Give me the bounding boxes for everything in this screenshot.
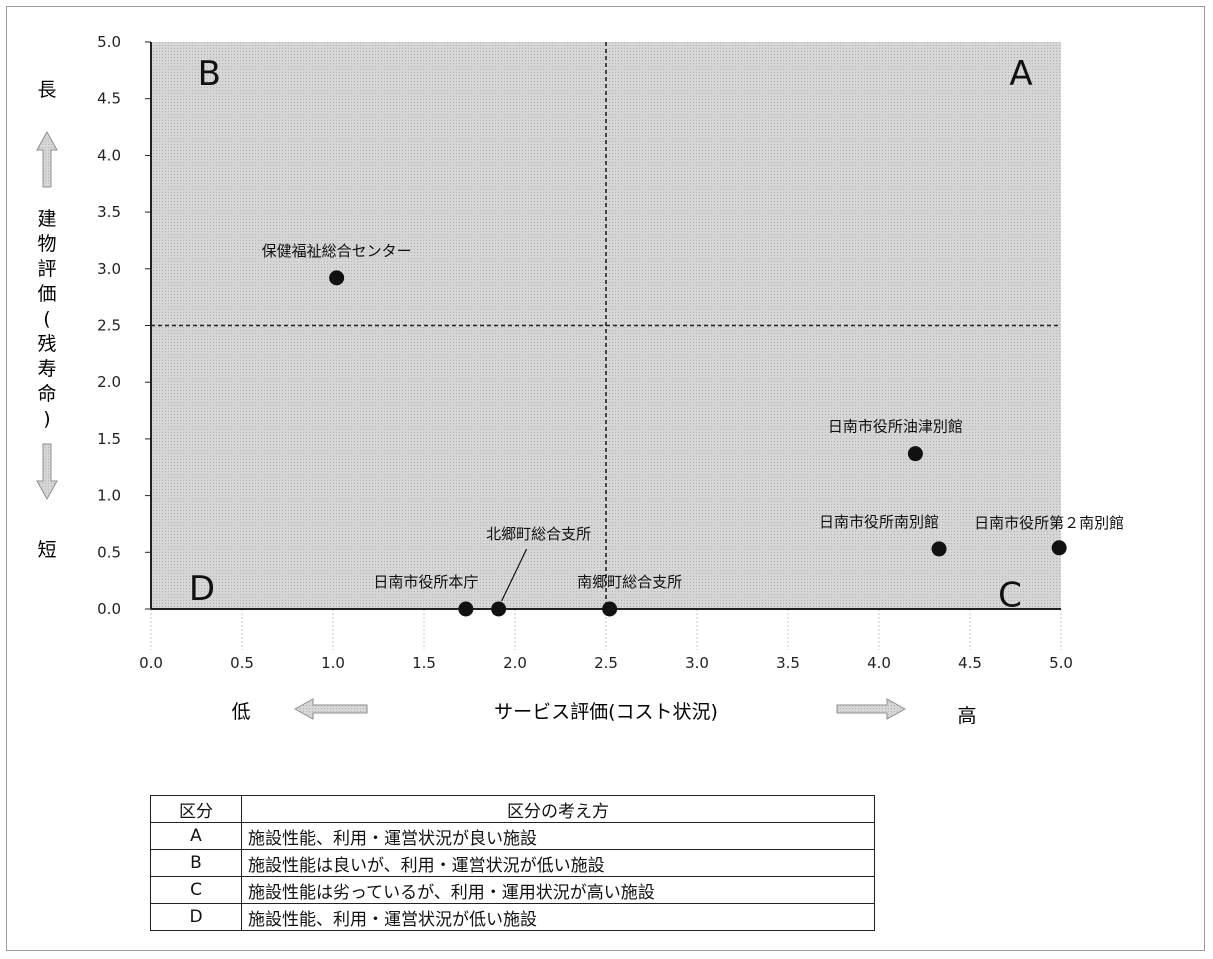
y-tick-label: 1.0 [97, 487, 121, 505]
data-point-label: 日南市役所第２南別館 [974, 514, 1124, 532]
legend-desc: 施設性能、利用・運営状況が低い施設 [241, 903, 875, 931]
y-tick-label: 1.5 [97, 430, 121, 448]
y-tick-label: 2.5 [97, 317, 121, 335]
data-point [329, 270, 345, 286]
y-tick-label: 5.0 [97, 33, 121, 51]
legend-desc: 施設性能、利用・運営状況が良い施設 [241, 822, 875, 850]
data-point [602, 601, 618, 617]
quadrant-label-d: D [189, 569, 215, 609]
y-axis-low-label: 短 [37, 539, 56, 561]
quadrant-label-b: B [198, 54, 221, 94]
legend-row-d: D 施設性能、利用・運営状況が低い施設 [150, 903, 875, 931]
y-tick-label: 4.5 [97, 90, 121, 108]
legend-header-row: 区分 区分の考え方 [150, 795, 875, 823]
x-tick-label: 5.0 [1049, 654, 1073, 672]
figure-frame [6, 6, 1205, 951]
legend-row-b: B 施設性能は良いが、利用・運営状況が低い施設 [150, 849, 875, 877]
category-legend-table: 区分 区分の考え方 A 施設性能、利用・運営状況が良い施設 B 施設性能は良いが… [150, 795, 875, 931]
legend-row-a: A 施設性能、利用・運営状況が良い施設 [150, 822, 875, 850]
legend-header-desc: 区分の考え方 [241, 795, 875, 823]
data-point [931, 541, 947, 557]
x-tick-label: 0.5 [230, 654, 254, 672]
quadrant-label-c: C [998, 576, 1022, 616]
x-tick-label: 0.0 [139, 654, 163, 672]
legend-key: B [150, 849, 242, 877]
y-tick-label: 3.5 [97, 203, 121, 221]
legend-key: A [150, 822, 242, 850]
data-point-label: 日南市役所油津別館 [828, 418, 963, 436]
y-axis-label: 建物評価(残寿命) [37, 208, 56, 430]
legend-desc: 施設性能は劣っているが、利用・運用状況が高い施設 [241, 876, 875, 904]
quadrant-label-a: A [1009, 54, 1032, 94]
x-tick-label: 2.5 [594, 654, 618, 672]
y-axis-high-label: 長 [37, 79, 56, 101]
y-tick-label: 0.5 [97, 543, 121, 561]
quadrant-scatter-chart: 0.0 0.5 1.0 1.5 2.0 2.5 3.0 3.5 4.0 4.5 5.0 0.0 0.5 1… [36, 33, 1124, 727]
data-point-label: 南郷町総合支所 [577, 573, 682, 591]
x-axis-low-label: 低 [231, 701, 250, 723]
x-tick-label: 3.0 [685, 654, 709, 672]
y-tick-label: 3.0 [97, 260, 121, 278]
x-tick-label: 4.5 [958, 654, 982, 672]
arrow-right-icon [836, 698, 907, 720]
x-tick-label: 1.5 [412, 654, 436, 672]
data-point [491, 601, 507, 617]
y-tick-label: 0.0 [97, 600, 121, 618]
data-point-label: 北郷町総合支所 [486, 525, 591, 543]
data-point [458, 601, 474, 617]
data-point-label: 日南市役所南別館 [819, 513, 939, 531]
arrow-down-icon [36, 443, 58, 501]
legend-key: D [150, 903, 242, 931]
x-axis-high-label: 高 [957, 705, 976, 727]
x-axis-label: サービス評価(コスト状況) [494, 701, 718, 723]
x-tick-label: 3.5 [776, 654, 800, 672]
legend-row-c: C 施設性能は劣っているが、利用・運用状況が高い施設 [150, 876, 875, 904]
arrow-left-icon [293, 698, 368, 720]
arrow-up-icon [36, 130, 58, 188]
data-point [907, 446, 923, 462]
x-tick-label: 2.0 [503, 654, 527, 672]
x-tick-label: 4.0 [867, 654, 891, 672]
leader-line [501, 548, 528, 602]
data-point-label: 保健福祉総合センター [262, 242, 412, 260]
legend-header-key: 区分 [150, 795, 242, 823]
x-tick-label: 1.0 [321, 654, 345, 672]
legend-desc: 施設性能は良いが、利用・運営状況が低い施設 [241, 849, 875, 877]
legend-key: C [150, 876, 242, 904]
y-tick-label: 2.0 [97, 373, 121, 391]
data-point [1051, 540, 1067, 556]
y-tick-label: 4.0 [97, 146, 121, 164]
data-point-label: 日南市役所本庁 [373, 573, 478, 591]
